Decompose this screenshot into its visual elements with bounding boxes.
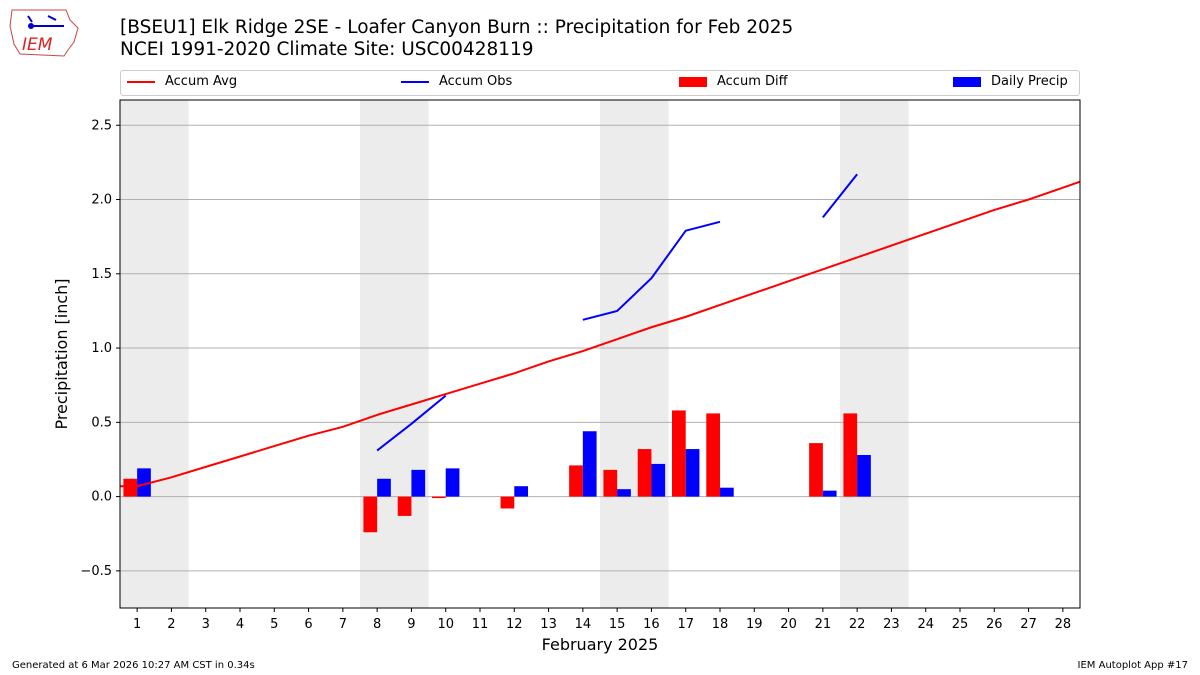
accum-diff-bar	[603, 469, 618, 497]
legend-swatch	[401, 80, 429, 83]
x-tick-label: 11	[472, 617, 489, 632]
footer-app: IEM Autoplot App #17	[1077, 660, 1188, 671]
y-tick-label: 1.5	[91, 267, 112, 282]
y-tick-label: 1.0	[91, 341, 112, 356]
iem-logo: IEM	[9, 9, 79, 57]
x-tick-label: 25	[952, 617, 969, 632]
logo-text: IEM	[22, 35, 53, 55]
x-tick-label: 24	[917, 617, 934, 632]
x-tick-label: 22	[849, 617, 866, 632]
daily-precip-bar	[377, 478, 391, 497]
weekend-shade	[600, 100, 669, 608]
weekend-shade	[120, 100, 189, 608]
x-tick-label: 17	[677, 617, 694, 632]
accum-obs-line	[376, 394, 447, 452]
daily-precip-bar	[857, 455, 871, 497]
x-tick-label: 5	[270, 617, 278, 632]
daily-precip-bar	[445, 468, 460, 497]
daily-precip-bar	[822, 490, 837, 497]
y-tick-label: 2.0	[91, 193, 112, 208]
title-line-1: [BSEU1] Elk Ridge 2SE - Loafer Canyon Bu…	[120, 17, 794, 38]
x-tick-label: 19	[746, 617, 763, 632]
x-tick-label: 4	[236, 617, 244, 632]
footer-generated: Generated at 6 Mar 2026 10:27 AM CST in …	[12, 660, 255, 671]
legend-accum-obs: Accum Obs	[401, 74, 512, 89]
y-tick-label: 0.0	[91, 490, 112, 505]
accum-diff-bar	[363, 496, 378, 533]
accum-avg-line	[120, 180, 1081, 488]
legend-label: Accum Obs	[439, 74, 513, 89]
legend: Accum Avg Accum Obs Accum Diff Daily Pre…	[120, 70, 1080, 96]
x-tick-label: 15	[609, 617, 626, 632]
daily-precip-bar	[720, 487, 734, 497]
daily-precip-bar	[617, 489, 631, 497]
x-tick-label: 8	[373, 617, 381, 632]
legend-label: Daily Precip	[991, 74, 1068, 89]
legend-label: Accum Avg	[165, 74, 238, 89]
x-tick-label: 26	[986, 617, 1003, 632]
y-tick-label: 2.5	[91, 118, 112, 133]
accum-diff-bar	[500, 496, 515, 509]
accum-obs-line	[582, 220, 721, 321]
accum-diff-bar	[123, 478, 138, 497]
accum-diff-bar	[706, 413, 720, 497]
x-tick-label: 7	[339, 617, 347, 632]
accum-diff-bar	[569, 465, 583, 497]
x-tick-label: 23	[883, 617, 900, 632]
weekend-shade	[840, 100, 909, 608]
x-tick-label: 13	[540, 617, 557, 632]
accum-diff-bar	[432, 496, 446, 499]
x-axis-label: February 2025	[542, 635, 659, 654]
x-tick-label: 16	[643, 617, 660, 632]
daily-precip-bar	[514, 486, 528, 497]
daily-precip-bar	[685, 449, 700, 497]
accum-diff-bar	[397, 496, 412, 516]
accum-diff-bar	[843, 413, 858, 497]
legend-daily-precip: Daily Precip	[953, 74, 1068, 89]
x-tick-label: 18	[712, 617, 729, 632]
x-tick-label: 14	[575, 617, 592, 632]
plot-frame	[119, 99, 1081, 609]
accum-obs-line	[822, 173, 858, 218]
accum-diff-bar	[672, 410, 686, 497]
x-tick-label: 21	[815, 617, 832, 632]
x-tick-label: 9	[407, 617, 415, 632]
daily-precip-bar	[411, 469, 426, 497]
legend-accum-avg: Accum Avg	[127, 74, 237, 89]
legend-swatch	[127, 80, 155, 83]
chart-title: [BSEU1] Elk Ridge 2SE - Loafer Canyon Bu…	[120, 17, 793, 61]
x-tick-label: 20	[780, 617, 797, 632]
y-axis-label: Precipitation [inch]	[52, 278, 71, 429]
title-line-2: NCEI 1991-2020 Climate Site: USC00428119	[120, 39, 534, 60]
legend-swatch	[679, 76, 707, 87]
x-tick-label: 10	[437, 617, 454, 632]
x-tick-label: 3	[202, 617, 210, 632]
y-tick-label: −0.5	[80, 564, 112, 579]
x-tick-label: 6	[304, 617, 312, 632]
legend-swatch	[953, 76, 981, 87]
daily-precip-bar	[582, 431, 597, 497]
x-tick-label: 12	[506, 617, 523, 632]
x-tick-label: 1	[133, 617, 141, 632]
legend-accum-diff: Accum Diff	[679, 74, 788, 89]
legend-label: Accum Diff	[717, 74, 788, 89]
daily-precip-bar	[137, 468, 151, 497]
y-tick-label: 0.5	[91, 415, 112, 430]
daily-precip-bar	[651, 463, 666, 497]
x-tick-label: 2	[167, 617, 175, 632]
x-tick-label: 28	[1055, 617, 1072, 632]
accum-diff-bar	[637, 449, 652, 497]
x-tick-label: 27	[1020, 617, 1037, 632]
accum-diff-bar	[809, 443, 823, 497]
